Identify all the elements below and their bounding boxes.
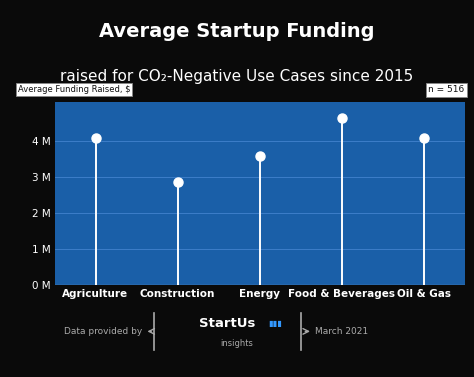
Text: Average Funding Raised, $: Average Funding Raised, $ (18, 85, 130, 94)
Text: Data provided by: Data provided by (64, 327, 142, 336)
Text: raised for CO₂-Negative Use Cases since 2015: raised for CO₂-Negative Use Cases since … (60, 69, 414, 84)
Text: n = 516: n = 516 (428, 85, 465, 94)
Text: ▮▮▮: ▮▮▮ (268, 319, 282, 328)
Text: insights: insights (220, 339, 254, 348)
Text: StartUs: StartUs (200, 317, 255, 329)
Text: March 2021: March 2021 (315, 327, 368, 336)
Text: Average Startup Funding: Average Startup Funding (99, 22, 375, 41)
